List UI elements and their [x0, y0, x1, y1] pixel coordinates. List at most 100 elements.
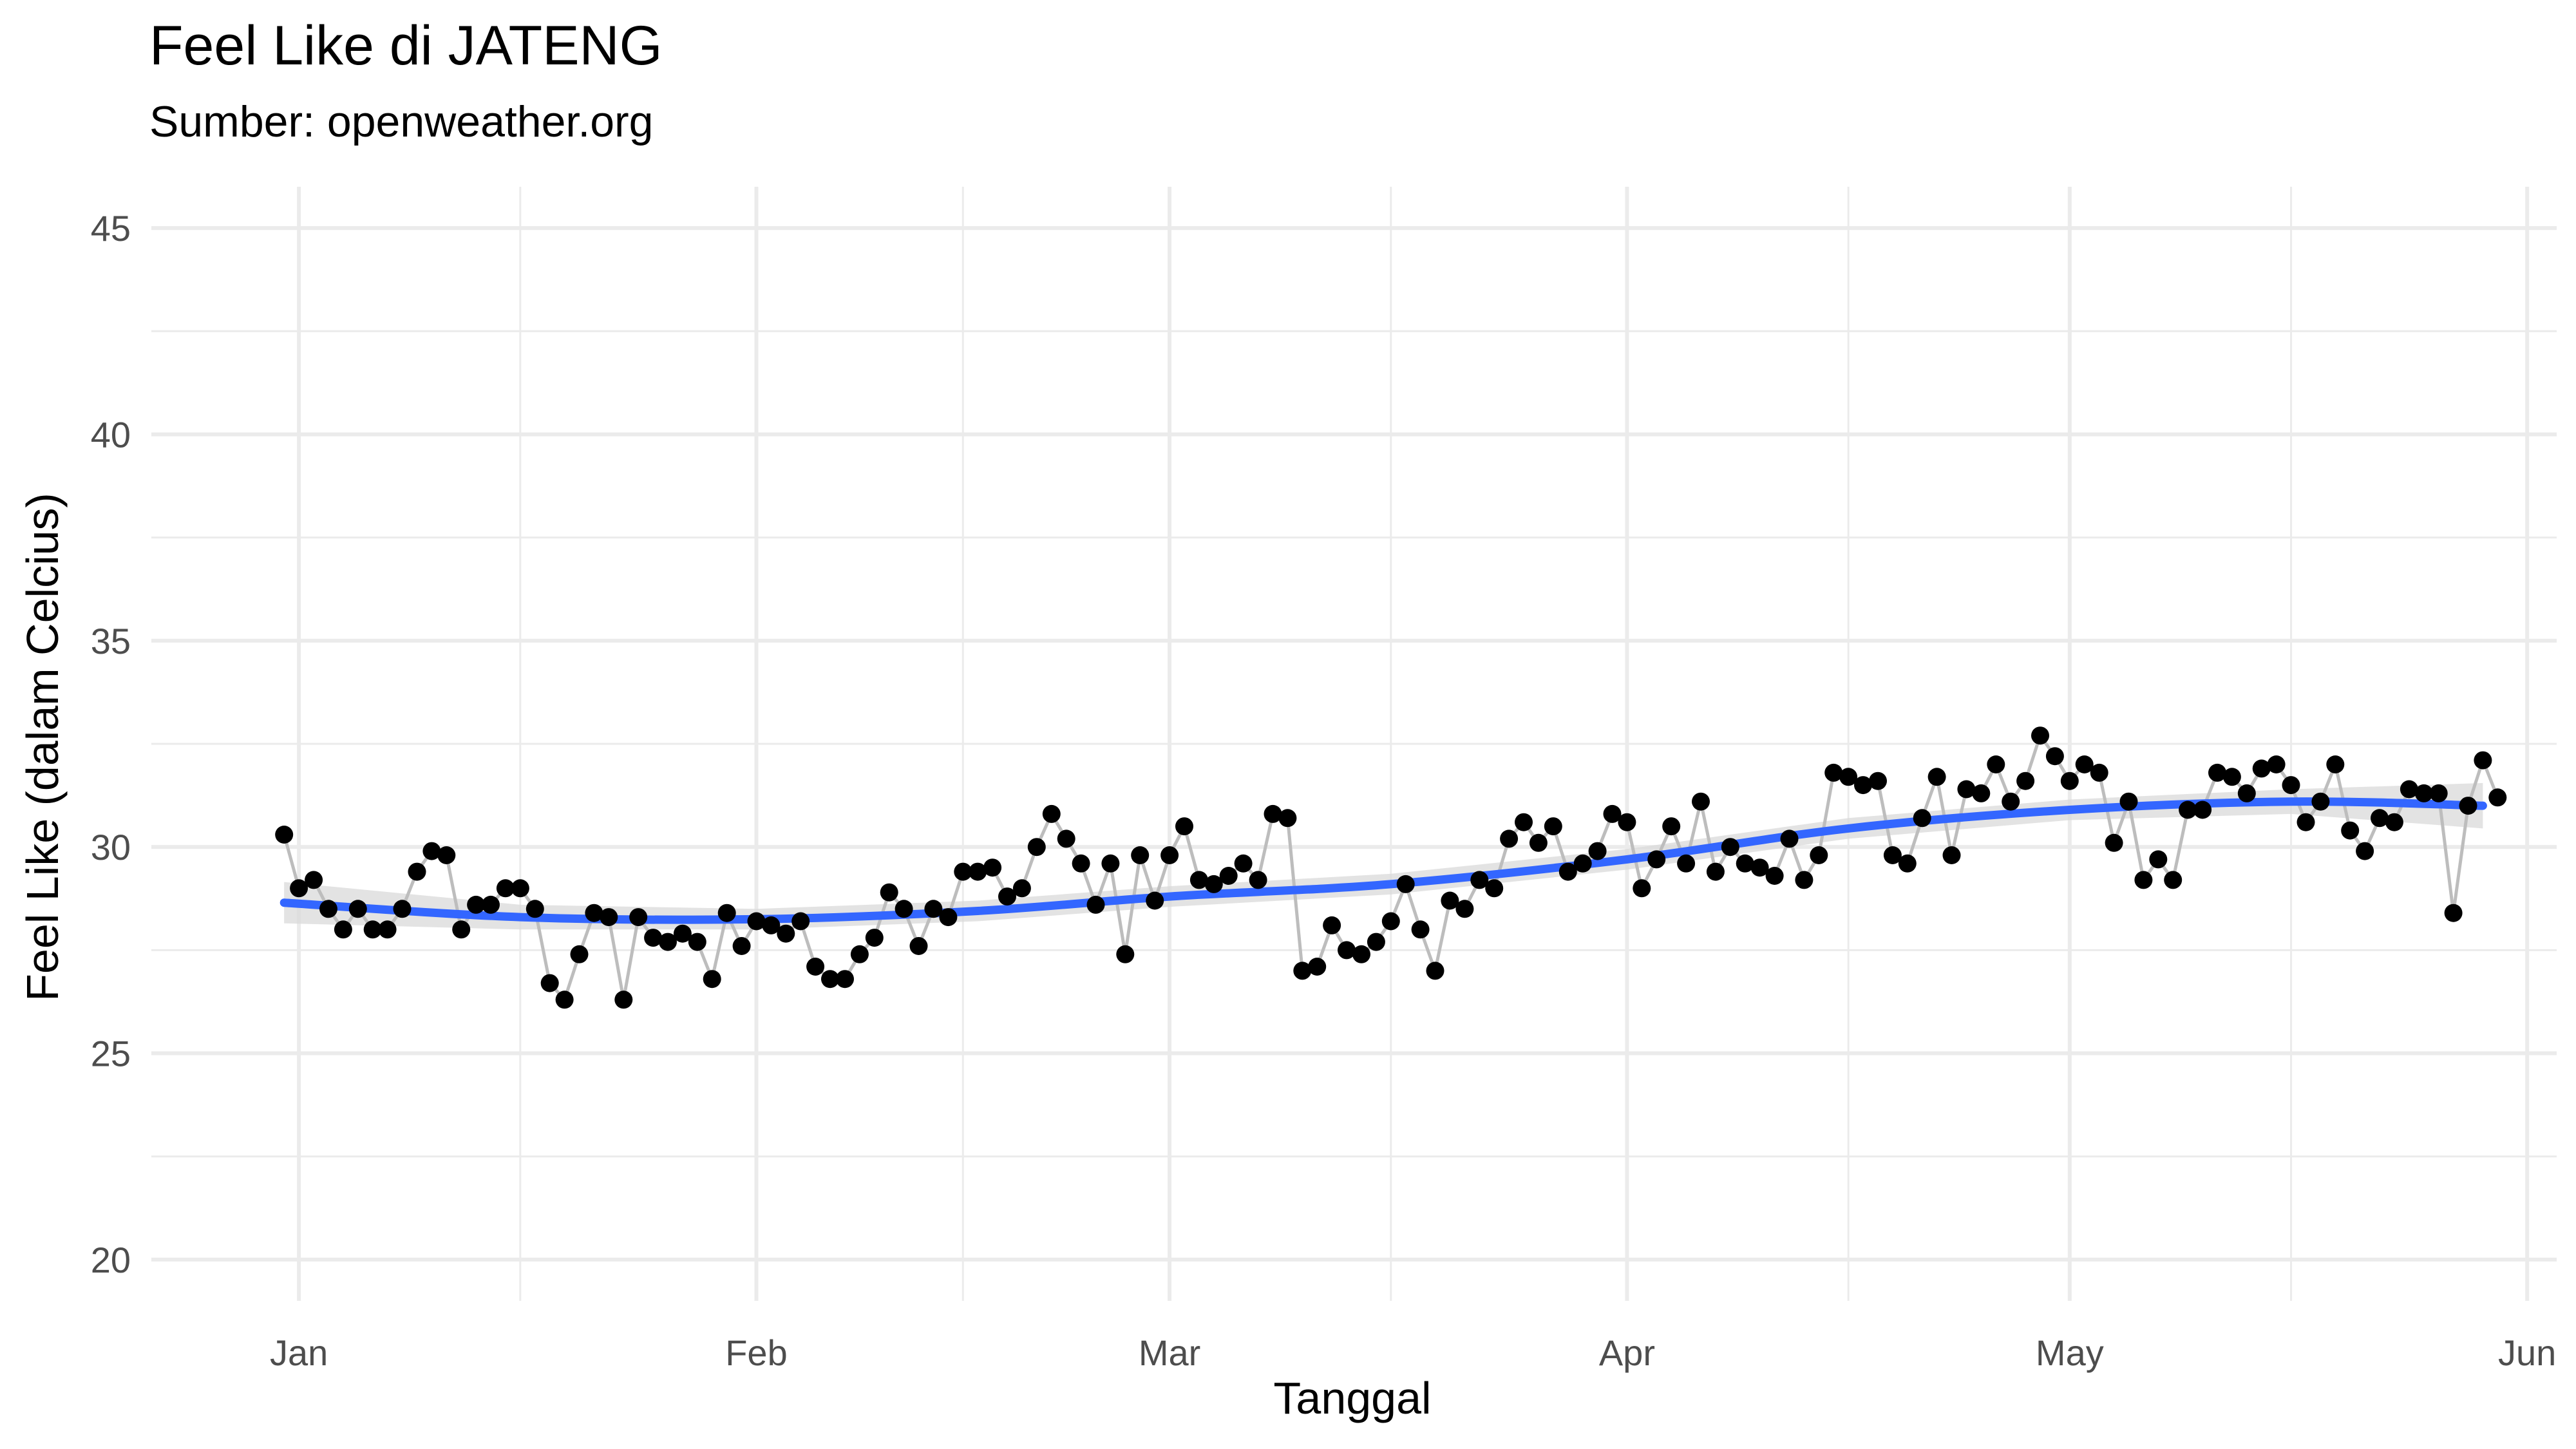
data-point	[924, 900, 943, 918]
data-point	[1323, 916, 1341, 934]
data-point	[1189, 871, 1208, 889]
data-point	[1869, 772, 1887, 790]
data-point	[526, 900, 544, 918]
data-point	[1396, 875, 1415, 893]
data-point	[1795, 871, 1814, 889]
data-point	[1426, 961, 1444, 980]
x-axis-title: Tanggal	[1273, 1373, 1431, 1423]
data-point	[1219, 867, 1238, 885]
data-point	[629, 908, 648, 927]
data-point	[1515, 813, 1533, 831]
data-point	[1529, 833, 1548, 852]
data-point	[1264, 804, 1282, 823]
data-point	[2016, 772, 2035, 790]
data-point	[954, 862, 972, 881]
data-point	[1883, 846, 1902, 864]
data-point	[482, 895, 500, 914]
data-point	[1736, 854, 1754, 873]
data-point	[2045, 747, 2064, 766]
data-point	[1544, 817, 1562, 836]
data-point	[614, 990, 633, 1009]
data-point	[1824, 763, 1843, 782]
data-point	[762, 916, 781, 934]
data-point	[1072, 854, 1090, 873]
data-point	[2282, 776, 2300, 795]
data-point	[570, 945, 589, 963]
data-point	[1662, 817, 1681, 836]
x-tick-label: Feb	[725, 1332, 788, 1373]
data-point	[393, 900, 412, 918]
data-point	[703, 970, 721, 989]
chart-subtitle: Sumber: openweather.org	[149, 97, 654, 146]
data-point	[2326, 755, 2345, 773]
data-point	[1057, 829, 1075, 848]
data-point	[1810, 846, 1828, 864]
data-point	[1485, 879, 1504, 898]
data-point	[2474, 751, 2492, 770]
data-point	[555, 990, 574, 1009]
data-point	[2105, 833, 2123, 852]
data-point	[1898, 854, 1917, 873]
data-point	[1027, 838, 1046, 857]
points-layer	[275, 726, 2507, 1009]
data-point	[2311, 792, 2330, 811]
data-point	[348, 900, 367, 918]
data-point	[378, 920, 397, 939]
data-point	[1411, 920, 1430, 939]
data-point	[2371, 809, 2389, 828]
data-point	[319, 900, 337, 918]
data-point	[1249, 871, 1267, 889]
data-point	[2429, 784, 2448, 802]
data-point	[2164, 871, 2183, 889]
data-point	[1012, 879, 1031, 898]
data-point	[1558, 862, 1577, 881]
y-tick-label: 30	[91, 827, 131, 867]
data-point	[909, 937, 928, 955]
data-point	[2031, 726, 2049, 745]
data-point	[1175, 817, 1193, 836]
y-tick-label: 25	[91, 1034, 131, 1074]
data-point	[1972, 784, 1991, 802]
data-point	[2134, 871, 2153, 889]
data-point	[969, 862, 987, 881]
data-point	[1367, 933, 1385, 951]
data-point	[1308, 958, 1327, 976]
data-point	[2222, 768, 2241, 786]
data-point	[939, 908, 958, 927]
data-point	[673, 924, 692, 943]
data-point	[2208, 763, 2226, 782]
data-point	[791, 912, 810, 931]
data-point	[850, 945, 869, 963]
data-point	[2002, 792, 2020, 811]
data-point	[1146, 891, 1164, 910]
data-point	[836, 970, 854, 989]
data-point	[1381, 912, 1400, 931]
data-point	[1101, 854, 1120, 873]
data-point	[880, 883, 898, 902]
data-point	[540, 974, 559, 992]
data-point	[2237, 784, 2256, 802]
x-tick-labels: Jan Feb Mar Apr May Jun	[270, 1332, 2556, 1373]
data-point	[1603, 804, 1622, 823]
grid-minor	[151, 187, 2557, 1301]
data-point	[644, 929, 663, 947]
data-point	[1042, 804, 1061, 823]
data-point	[437, 846, 456, 864]
data-point	[2193, 800, 2212, 819]
data-point	[1293, 961, 1312, 980]
data-point	[1706, 862, 1725, 881]
x-tick-label: Mar	[1139, 1332, 1200, 1373]
data-point	[334, 920, 352, 939]
data-point	[1455, 900, 1474, 918]
x-tick-label: May	[2036, 1332, 2104, 1373]
data-point	[2488, 788, 2507, 807]
x-tick-label: Apr	[1599, 1332, 1655, 1373]
data-point	[422, 842, 441, 860]
data-point	[1854, 776, 1872, 795]
data-point	[2267, 755, 2286, 773]
y-tick-labels: 20 25 30 35 40 45	[91, 208, 131, 1280]
data-point	[496, 879, 515, 898]
x-tick-label: Jan	[270, 1332, 328, 1373]
data-point	[1633, 879, 1651, 898]
